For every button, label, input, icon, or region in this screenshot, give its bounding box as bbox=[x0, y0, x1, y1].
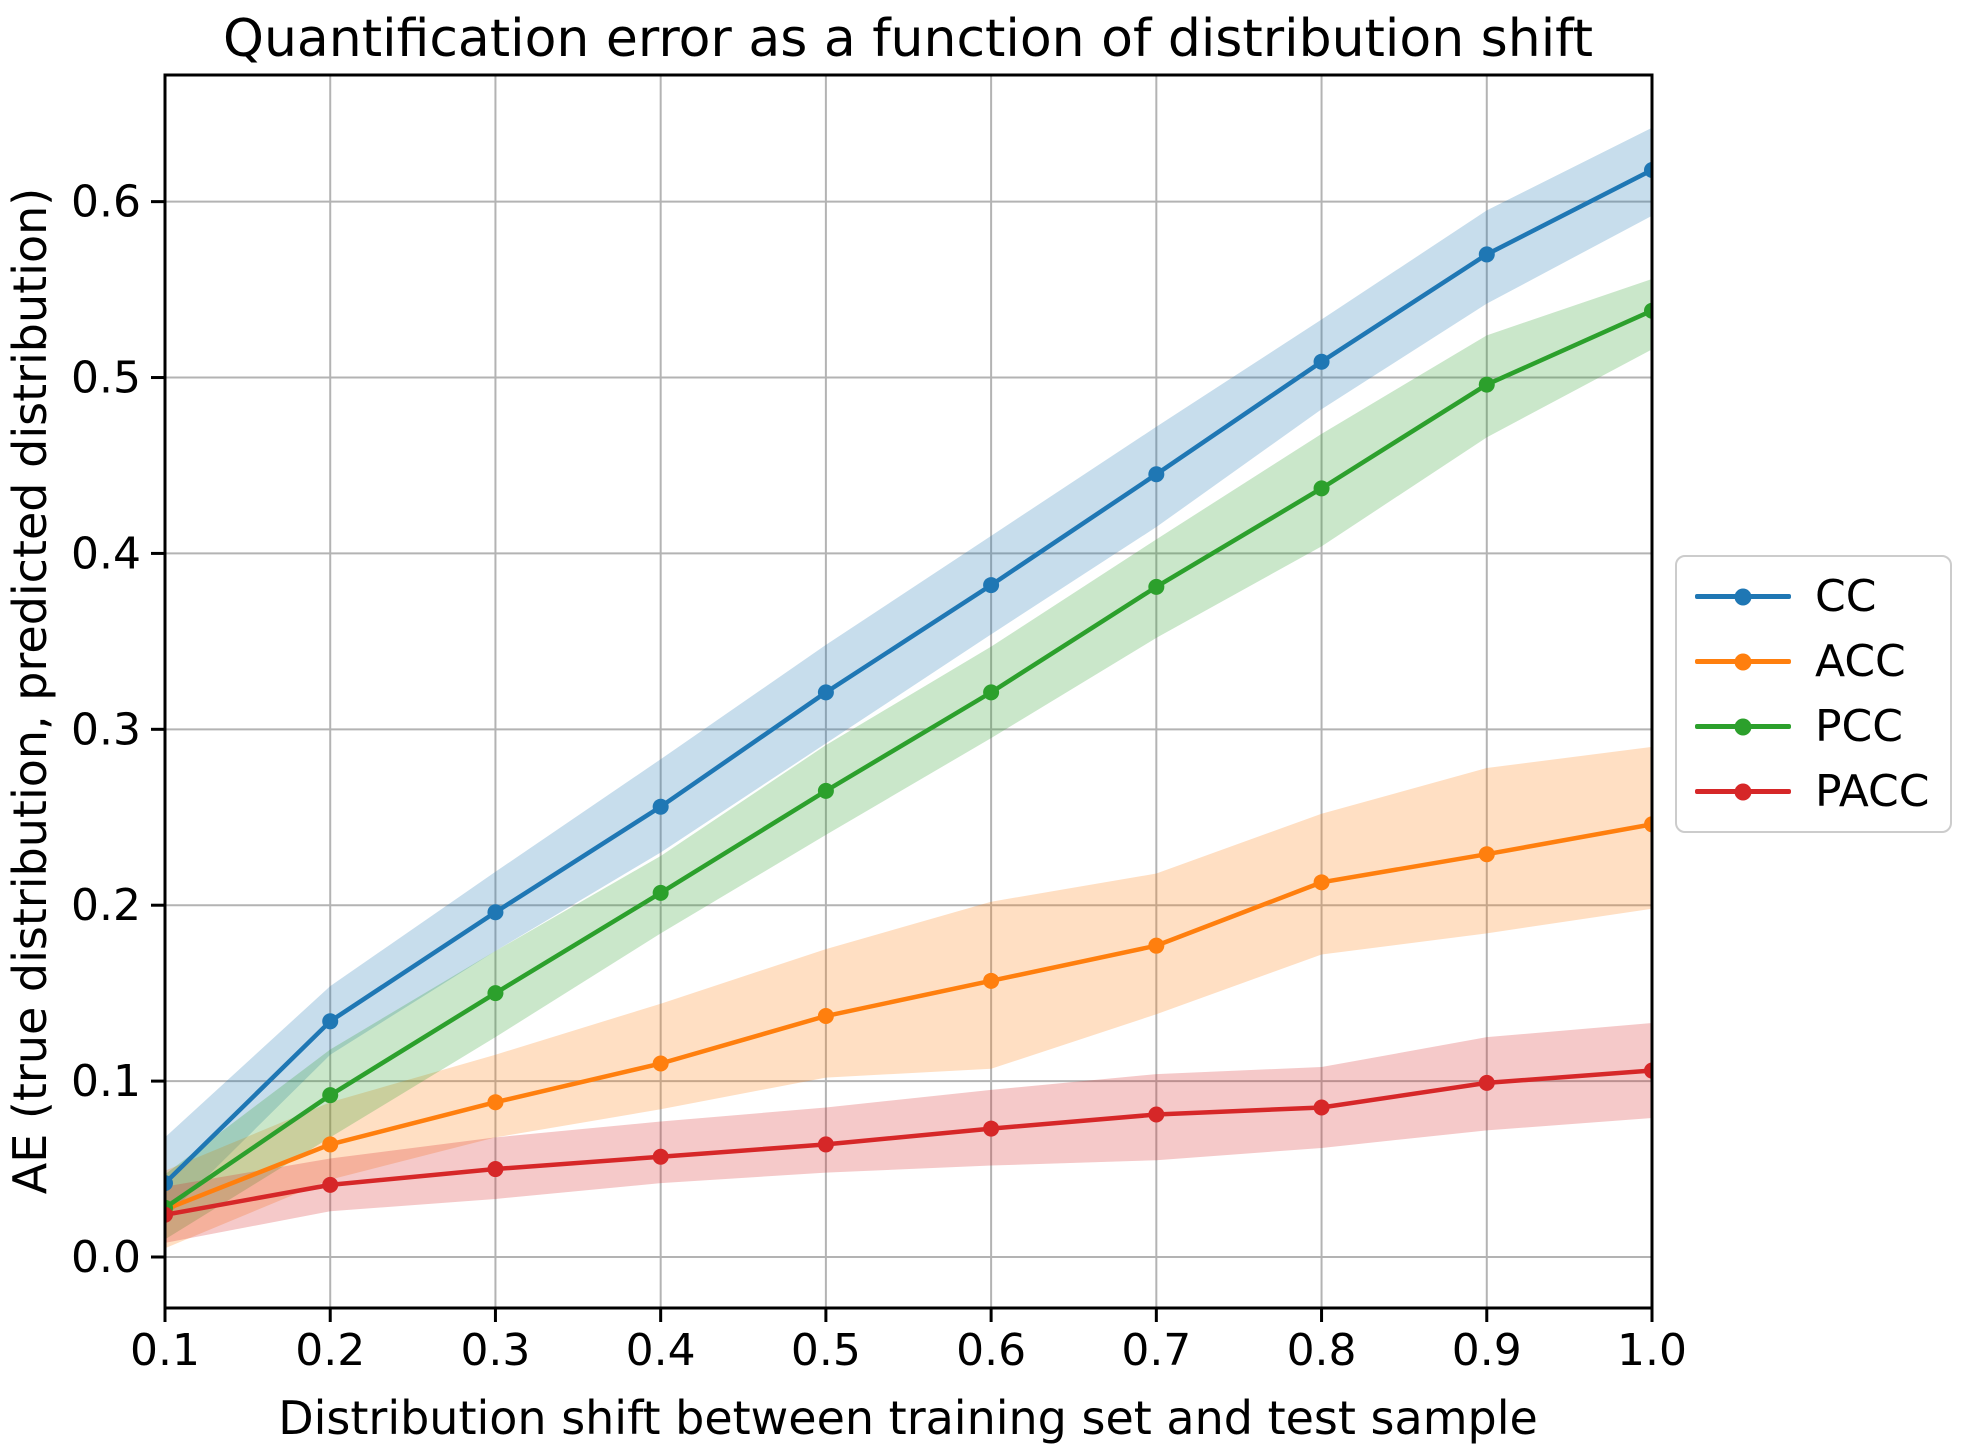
y-tick-label: 0.6 bbox=[71, 177, 141, 228]
data-point-PCC-7 bbox=[1313, 480, 1330, 497]
x-tick-label: 0.4 bbox=[626, 1325, 696, 1376]
data-point-PCC-8 bbox=[1478, 376, 1495, 393]
data-point-ACC-9 bbox=[1644, 816, 1652, 833]
y-tick-label: 0.4 bbox=[71, 528, 141, 579]
data-point-CC-0 bbox=[165, 1175, 173, 1192]
legend-marker-icon bbox=[1734, 588, 1752, 605]
x-tick-label: 0.5 bbox=[791, 1325, 861, 1376]
data-point-CC-7 bbox=[1313, 353, 1330, 370]
data-point-ACC-5 bbox=[983, 972, 1000, 989]
x-tick-label: 1.0 bbox=[1617, 1325, 1687, 1376]
series-line-PCC bbox=[165, 308, 1652, 1210]
legend-entry-cc: CC bbox=[1695, 564, 1950, 629]
data-point-ACC-4 bbox=[817, 1008, 834, 1025]
x-tick-label: 0.9 bbox=[1452, 1325, 1522, 1376]
legend-marker-icon bbox=[1734, 783, 1752, 800]
data-point-CC-5 bbox=[983, 577, 1000, 594]
data-point-PCC-9 bbox=[1644, 302, 1652, 319]
data-point-CC-2 bbox=[487, 904, 504, 921]
data-point-PCC-4 bbox=[817, 782, 834, 799]
data-point-PCC-2 bbox=[487, 985, 504, 1002]
data-point-CC-8 bbox=[1478, 246, 1495, 263]
x-axis-label: Distribution shift between training set … bbox=[278, 1391, 1538, 1445]
legend-entry-acc: ACC bbox=[1695, 629, 1950, 694]
data-point-ACC-7 bbox=[1313, 874, 1330, 891]
x-tick-label: 0.3 bbox=[460, 1325, 530, 1376]
legend-line-sample bbox=[1695, 783, 1791, 800]
data-point-PCC-1 bbox=[322, 1087, 339, 1104]
legend-label: PACC bbox=[1815, 765, 1930, 817]
y-tick-label: 0.2 bbox=[71, 880, 141, 931]
x-tick-label: 0.1 bbox=[130, 1325, 200, 1376]
legend-marker-icon bbox=[1734, 718, 1752, 735]
confidence-band-PACC bbox=[165, 1023, 1652, 1243]
y-tick-label: 0.0 bbox=[71, 1232, 141, 1283]
data-point-PACC-0 bbox=[165, 1206, 173, 1223]
data-point-CC-4 bbox=[817, 684, 834, 701]
data-point-ACC-6 bbox=[1148, 937, 1165, 954]
legend-label: ACC bbox=[1815, 635, 1906, 687]
legend-line-sample bbox=[1695, 588, 1791, 605]
legend-entry-pcc: PCC bbox=[1695, 694, 1950, 759]
data-point-ACC-8 bbox=[1478, 846, 1495, 863]
data-point-PCC-5 bbox=[983, 684, 1000, 701]
legend-label: CC bbox=[1815, 570, 1877, 622]
data-point-PACC-8 bbox=[1478, 1074, 1495, 1091]
y-tick-label: 0.5 bbox=[71, 353, 141, 404]
data-point-PACC-3 bbox=[652, 1148, 669, 1165]
y-axis-label: AE (true distribution, predicted distrib… bbox=[3, 188, 57, 1194]
legend-marker-icon bbox=[1734, 653, 1752, 670]
data-point-CC-6 bbox=[1148, 466, 1165, 483]
x-tick-label: 0.2 bbox=[295, 1325, 365, 1376]
data-point-ACC-3 bbox=[652, 1055, 669, 1072]
legend-entry-pacc: PACC bbox=[1695, 759, 1950, 824]
data-point-CC-1 bbox=[322, 1013, 339, 1030]
data-point-ACC-1 bbox=[322, 1136, 339, 1153]
legend-line-sample bbox=[1695, 653, 1791, 670]
data-point-PACC-1 bbox=[322, 1176, 339, 1193]
series-line-ACC bbox=[165, 822, 1652, 1212]
legend-line-sample bbox=[1695, 718, 1791, 735]
data-point-ACC-2 bbox=[487, 1094, 504, 1111]
confidence-band-PCC bbox=[165, 279, 1652, 1240]
legend: CC ACC PCC PACC bbox=[1675, 555, 1952, 833]
x-tick-label: 0.6 bbox=[956, 1325, 1026, 1376]
y-tick-label: 0.3 bbox=[71, 704, 141, 755]
confidence-band-CC bbox=[165, 127, 1652, 1219]
x-tick-label: 0.7 bbox=[1121, 1325, 1191, 1376]
chart-title: Quantification error as a function of di… bbox=[223, 9, 1593, 69]
data-point-CC-3 bbox=[652, 798, 669, 815]
data-point-CC-9 bbox=[1644, 161, 1652, 178]
data-point-PACC-6 bbox=[1148, 1106, 1165, 1123]
data-point-PACC-7 bbox=[1313, 1099, 1330, 1116]
plot-border bbox=[163, 73, 1654, 1310]
series-line-PACC bbox=[165, 1068, 1652, 1218]
tick-layer: 0.1 0.2 0.3 0.4 0.5 0.6 0.7 0.8 0.9 1.0 0.0 0.1 0.2 0… bbox=[71, 177, 1687, 1376]
data-point-PACC-5 bbox=[983, 1120, 1000, 1137]
x-tick-label: 0.8 bbox=[1287, 1325, 1357, 1376]
data-point-PCC-6 bbox=[1148, 578, 1165, 595]
series-line-layer bbox=[165, 161, 1652, 1223]
data-point-PACC-4 bbox=[817, 1136, 834, 1153]
data-point-PACC-9 bbox=[1644, 1062, 1652, 1079]
series-line-CC bbox=[165, 167, 1652, 1186]
legend-label: PCC bbox=[1815, 700, 1903, 752]
y-tick-label: 0.1 bbox=[71, 1056, 141, 1107]
data-point-PACC-2 bbox=[487, 1161, 504, 1178]
data-point-PCC-3 bbox=[652, 884, 669, 901]
